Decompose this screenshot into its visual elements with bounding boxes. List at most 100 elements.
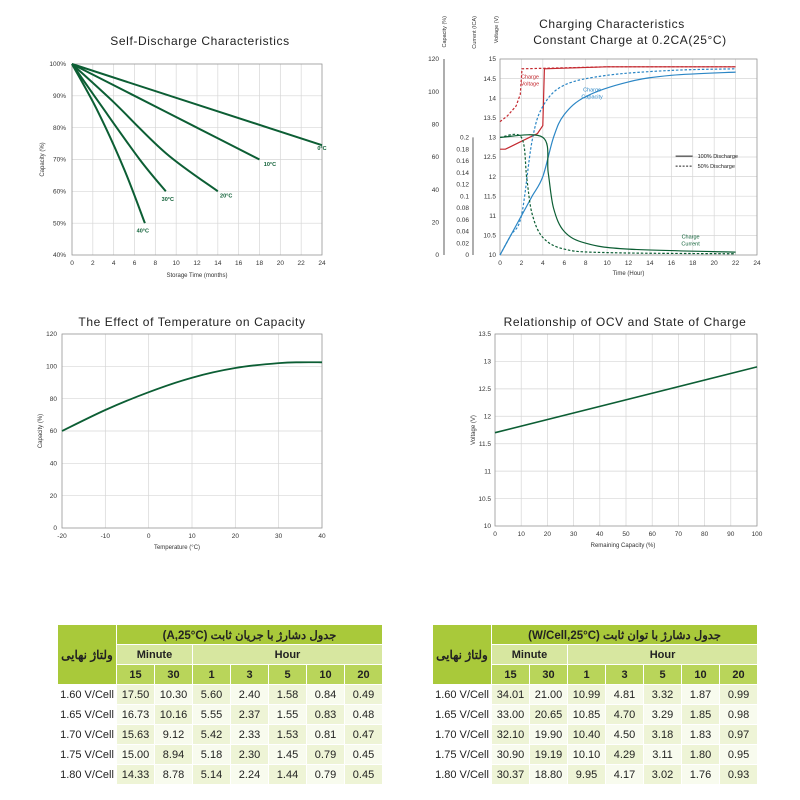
current-tick-label: 0.12 bbox=[456, 182, 469, 189]
x-axis-label: Remaining Capacity (%) bbox=[591, 543, 656, 549]
x-tick-label: 22 bbox=[298, 260, 306, 267]
table-header-row: ولتاژ نهایی جدول دشارژ با توان ثابت (W/Ce… bbox=[432, 624, 759, 685]
axis-title: Capacity (%) bbox=[442, 16, 448, 48]
voltage-tick-label: 11.5 bbox=[484, 193, 497, 200]
y-tick-label: 13.5 bbox=[478, 331, 491, 338]
x-tick-label: 50 bbox=[622, 531, 630, 538]
table-row: 1.70 V/Cell 15.63 9.12 5.42 2.33 1.53 0.81 0.47 bbox=[57, 724, 383, 745]
row-label: 1.60 V/Cell bbox=[432, 684, 492, 705]
column-header: 5 bbox=[643, 664, 682, 685]
row-label: 1.75 V/Cell bbox=[57, 744, 117, 765]
table-cell: 19.90 bbox=[529, 724, 568, 745]
series-label: 10°C bbox=[264, 162, 276, 168]
x-axis-label: Temperature (°C) bbox=[154, 545, 200, 551]
y-tick-label: 10 bbox=[484, 523, 492, 530]
x-tick-label: 24 bbox=[318, 260, 326, 267]
voltage-tick-label: 12.5 bbox=[483, 154, 496, 161]
x-tick-label: 100 bbox=[752, 531, 763, 538]
table-cell: 1.55 bbox=[268, 704, 307, 725]
column-header: 20 bbox=[718, 664, 759, 685]
table-cell: 2.24 bbox=[230, 764, 269, 785]
table-cell: 19.19 bbox=[529, 744, 568, 765]
self-discharge-panel: Self-Discharge Characteristics 0 2 4 6 8 10 12… bbox=[0, 0, 400, 300]
x-tick-label: 12 bbox=[193, 260, 201, 267]
table-cell: 15.63 bbox=[116, 724, 155, 745]
series-line bbox=[499, 134, 736, 253]
table-header-row: Minute Hour bbox=[58, 644, 383, 665]
series-label: 20°C bbox=[220, 194, 232, 200]
table-cell: 4.70 bbox=[605, 704, 644, 725]
table-cell: 0.45 bbox=[344, 764, 383, 785]
table-cell: 5.18 bbox=[192, 744, 231, 765]
row-label: 1.80 V/Cell bbox=[432, 764, 492, 785]
table-cell: 3.02 bbox=[643, 764, 682, 785]
table-cell: 3.11 bbox=[643, 744, 682, 765]
ocv-panel: Relationship of OCV and State of Charge … bbox=[400, 300, 800, 570]
y-tick-label: 80 bbox=[50, 396, 58, 403]
table-cell: 0.79 bbox=[306, 764, 345, 785]
group-header-minute: Minute bbox=[116, 644, 193, 665]
temperature-panel: The Effect of Temperature on Capacity -2… bbox=[0, 300, 400, 570]
column-header: 3 bbox=[605, 664, 644, 685]
table-cell: 16.73 bbox=[116, 704, 155, 725]
row-label: 1.65 V/Cell bbox=[432, 704, 492, 725]
table-cell: 1.53 bbox=[268, 724, 307, 745]
table-cell: 9.95 bbox=[567, 764, 606, 785]
y-tick-label: 12 bbox=[484, 413, 492, 420]
y-tick-label: 90% bbox=[53, 93, 66, 100]
x-tick-label: 4 bbox=[112, 260, 116, 267]
table-row: 1.70 V/Cell 32.10 19.90 10.40 4.50 3.18 1.83 0.… bbox=[432, 724, 759, 745]
column-header: 15 bbox=[491, 664, 530, 685]
table-cell: 15.00 bbox=[116, 744, 155, 765]
plot-frame bbox=[499, 58, 758, 256]
x-tick-label: 24 bbox=[753, 260, 761, 267]
table-cell: 5.42 bbox=[192, 724, 231, 745]
table-row: 1.80 V/Cell 30.37 18.80 9.95 4.17 3.02 1.76 0.9… bbox=[432, 764, 759, 785]
table-cell: 3.29 bbox=[643, 704, 682, 725]
column-header: 10 bbox=[306, 664, 345, 685]
voltage-tick-label: 13.5 bbox=[483, 115, 496, 122]
y-tick-label: 100 bbox=[46, 364, 57, 371]
row-label: 1.80 V/Cell bbox=[57, 764, 117, 785]
temperature-chart: -20 -10 0 10 20 30 40 0 20 40 60 80 100 120 Temperatur… bbox=[38, 331, 326, 551]
voltage-tick-label: 12 bbox=[489, 174, 497, 181]
table-cell: 17.50 bbox=[116, 684, 155, 705]
y-tick-label: 11 bbox=[484, 468, 491, 475]
table-row: 1.75 V/Cell 15.00 8.94 5.18 2.30 1.45 0.79 0.45 bbox=[57, 744, 383, 765]
voltage-tick-label: 10.5 bbox=[483, 233, 496, 240]
y-tick-label: 80% bbox=[53, 125, 66, 132]
y-axis-label: Capacity (%) bbox=[38, 414, 44, 448]
current-tick-label: 0.06 bbox=[456, 217, 469, 224]
column-header: 3 bbox=[230, 664, 269, 685]
table-cell: 2.30 bbox=[230, 744, 269, 765]
table-cell: 4.81 bbox=[605, 684, 644, 705]
x-tick-label: 14 bbox=[214, 260, 222, 267]
y-tick-label: 10.5 bbox=[478, 496, 491, 503]
x-tick-label: 0 bbox=[498, 260, 502, 267]
current-tick-label: 0.1 bbox=[460, 193, 469, 200]
x-tick-label: 20 bbox=[711, 260, 719, 267]
table-cell: 30.90 bbox=[491, 744, 530, 765]
table-row: 1.65 V/Cell 16.73 10.16 5.55 2.37 1.55 0.83 0.4… bbox=[57, 704, 383, 725]
x-tick-label: 80 bbox=[701, 531, 709, 538]
table-cell: 5.14 bbox=[192, 764, 231, 785]
table-cell: 0.98 bbox=[718, 704, 759, 725]
chart-title: Charging Characteristics bbox=[539, 17, 685, 31]
capacity-tick-label: 80 bbox=[432, 122, 440, 129]
table-cell: 5.60 bbox=[192, 684, 231, 705]
table-cell: 0.47 bbox=[344, 724, 383, 745]
row-label: 1.70 V/Cell bbox=[432, 724, 492, 745]
table-cell: 10.10 bbox=[567, 744, 606, 765]
row-header: ولتاژ نهایی bbox=[57, 624, 117, 685]
y-tick-label: 12.5 bbox=[478, 386, 491, 393]
column-header: 20 bbox=[344, 664, 383, 685]
annotation-capacity: Charge Capacity bbox=[581, 88, 603, 101]
series-label: 30°C bbox=[162, 197, 174, 203]
x-tick-label: -20 bbox=[57, 533, 67, 540]
table-cell: 0.93 bbox=[718, 764, 759, 785]
x-tick-label: 70 bbox=[675, 531, 683, 538]
y-tick-label: 40% bbox=[53, 252, 66, 259]
series-line bbox=[499, 68, 736, 256]
table-cell: 10.16 bbox=[154, 704, 193, 725]
table-header-row: Minute Hour bbox=[433, 644, 759, 665]
